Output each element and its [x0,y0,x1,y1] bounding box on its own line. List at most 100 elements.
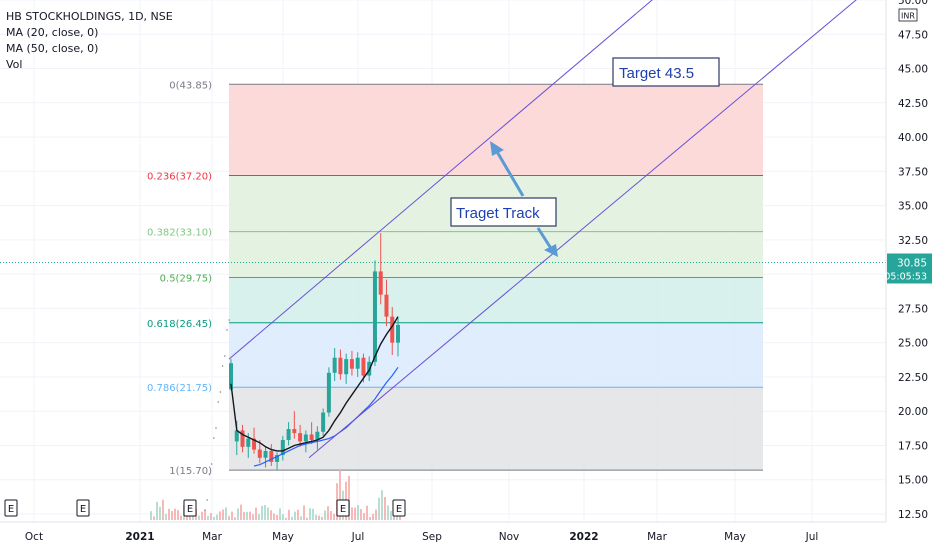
fib-label-0.618: 0.618(26.45) [147,319,212,330]
volume-bar [186,516,188,520]
volume-bar [360,509,362,520]
volume-bar [168,508,170,520]
channel-lower-line [308,0,857,459]
volume-bar [309,508,311,520]
candle-body [355,357,360,369]
volume-bar [330,511,332,520]
candle-body [246,438,251,447]
volume-bar [273,513,275,520]
time-tick-label: May [724,531,746,543]
target-annotation-box [612,57,720,87]
fib-label-0.5: 0.5(29.75) [160,274,212,285]
volume-bar [288,509,290,520]
volume-bar [258,514,260,520]
target-annotation-text: Target 43.5 [619,65,694,82]
time-tick-label: Jul [351,531,365,543]
history-dot [219,391,222,393]
candle-body [326,372,331,413]
time-tick-label: Nov [499,531,520,543]
volume-bar [390,511,392,520]
volume-bar [327,506,329,520]
volume-bar [174,508,176,520]
volume-bar [321,516,323,520]
volume-bar [291,516,293,520]
volume-bar [354,507,356,520]
volume-bar [231,511,233,520]
volume-bar [216,514,218,520]
candle-body [396,324,400,343]
volume-bar [213,516,215,520]
fib-label-0: 0(43.85) [169,80,212,91]
candle-body [298,433,303,442]
earnings-marker-box [183,499,197,517]
candle-body [361,357,366,376]
candle-body [269,450,274,462]
volume-bar [387,505,389,520]
history-dot [217,401,219,403]
volume-bar [378,497,380,520]
price-tick-label: 35.00 [898,201,928,213]
price-axis: 12.5015.0017.5020.0022.5025.0027.5030.00… [884,0,932,550]
legend-ma20: MA (20, close, 0) [6,26,99,39]
currency-badge [898,8,918,22]
price-tick-label: 50.00 [898,0,928,7]
arrow-up-line [494,149,525,197]
fib-label-1: 1(15.70) [169,466,212,477]
volume-bar [294,511,296,520]
volume-bar [261,505,263,520]
moving-averages [230,316,399,467]
time-axis: Oct 2021 Mar May Jul Sep Nov 2022 Mar May Jul [0,521,932,550]
history-dot [228,319,230,321]
volume-bar [228,516,230,520]
fib-zone [229,387,763,471]
volume-bar [219,511,221,520]
channel-upper-line [228,0,653,360]
volume-bar [234,517,236,520]
volume-bar [267,507,269,520]
track-annotation-box [450,197,557,227]
chart-legend: HB STOCKHOLDINGS, 1D, NSE MA (20, close,… [6,9,173,73]
candlesticks [204,233,400,511]
history-dot [221,365,224,367]
candle-body [384,294,389,317]
fib-label-0.786: 0.786(21.75) [147,383,212,394]
price-tick-label: 40.00 [898,132,928,144]
earnings-marker-box [4,499,18,517]
volume-bar [318,515,320,520]
history-dot [204,509,206,511]
price-tick-label: 25.00 [898,338,928,350]
fib-zone [229,322,763,388]
candle-body [321,412,326,432]
volume-bar [177,510,179,520]
volume-bar [159,506,161,520]
volume-bar [276,514,278,520]
time-tick-label: May [272,531,294,543]
volume-bar [210,513,212,520]
volume-bar [171,511,173,520]
candle-body [372,271,377,362]
candle-body [286,429,291,440]
price-tick-label: 15.00 [898,475,928,487]
legend-vol: Vol [6,58,23,71]
volume-bar [270,510,272,520]
candle-body [275,455,280,462]
candle-body [315,431,320,440]
time-tick-label: Mar [202,531,222,543]
volume-bar [255,507,257,520]
price-tick-label: 17.50 [898,440,928,452]
earnings-marker-label: E [396,504,402,515]
volume-bar [198,515,200,520]
volume-bar [312,508,314,520]
candle-body [309,434,314,440]
volume-bar [324,510,326,520]
fib-level-labels: 0(43.85) 0.236(37.20) 0.382(33.10) 0.5(29.7… [147,80,212,477]
arrow-down-head [544,244,558,257]
history-dot [215,427,217,429]
currency-label: INR [901,12,915,21]
history-dot [226,329,228,331]
time-tick-label: 2021 [125,531,154,543]
volume-bar [282,514,284,520]
candle-body [390,316,395,343]
